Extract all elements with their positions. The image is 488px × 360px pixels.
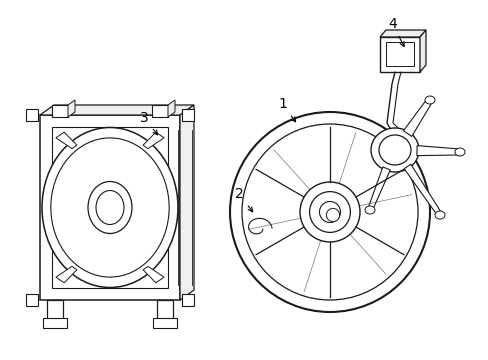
Polygon shape [26, 109, 38, 121]
Ellipse shape [88, 181, 132, 234]
Polygon shape [385, 42, 413, 66]
Ellipse shape [229, 112, 429, 312]
Polygon shape [379, 37, 419, 72]
Ellipse shape [242, 124, 417, 300]
Polygon shape [157, 300, 173, 322]
Ellipse shape [254, 225, 261, 231]
Polygon shape [52, 105, 68, 117]
Text: 1: 1 [278, 97, 295, 122]
Text: 3: 3 [140, 111, 157, 135]
Polygon shape [143, 266, 164, 283]
Ellipse shape [299, 182, 359, 242]
Ellipse shape [96, 190, 124, 225]
Ellipse shape [309, 192, 350, 233]
Polygon shape [40, 105, 194, 115]
Ellipse shape [454, 148, 464, 156]
Polygon shape [379, 30, 425, 37]
Polygon shape [68, 100, 75, 117]
Text: 4: 4 [387, 17, 403, 46]
Ellipse shape [370, 128, 418, 172]
Polygon shape [56, 266, 77, 283]
Ellipse shape [424, 96, 434, 104]
Ellipse shape [319, 202, 340, 222]
Polygon shape [182, 109, 194, 121]
Polygon shape [43, 318, 67, 328]
Polygon shape [180, 105, 194, 300]
Polygon shape [47, 300, 63, 322]
Polygon shape [26, 294, 38, 306]
Ellipse shape [364, 206, 374, 214]
Polygon shape [419, 30, 425, 72]
Ellipse shape [51, 138, 169, 277]
Ellipse shape [434, 211, 444, 219]
Polygon shape [40, 115, 180, 300]
Polygon shape [182, 294, 194, 306]
Text: 2: 2 [235, 187, 252, 212]
Polygon shape [416, 145, 459, 156]
Polygon shape [403, 98, 431, 136]
Polygon shape [168, 100, 175, 117]
Polygon shape [152, 105, 168, 117]
Polygon shape [367, 167, 389, 211]
Ellipse shape [378, 135, 410, 165]
Ellipse shape [325, 208, 339, 222]
Ellipse shape [236, 210, 280, 246]
Polygon shape [52, 127, 168, 288]
Polygon shape [153, 318, 177, 328]
Ellipse shape [42, 127, 178, 288]
Polygon shape [277, 223, 290, 232]
Polygon shape [404, 164, 441, 216]
Polygon shape [56, 132, 77, 149]
Polygon shape [143, 132, 164, 149]
